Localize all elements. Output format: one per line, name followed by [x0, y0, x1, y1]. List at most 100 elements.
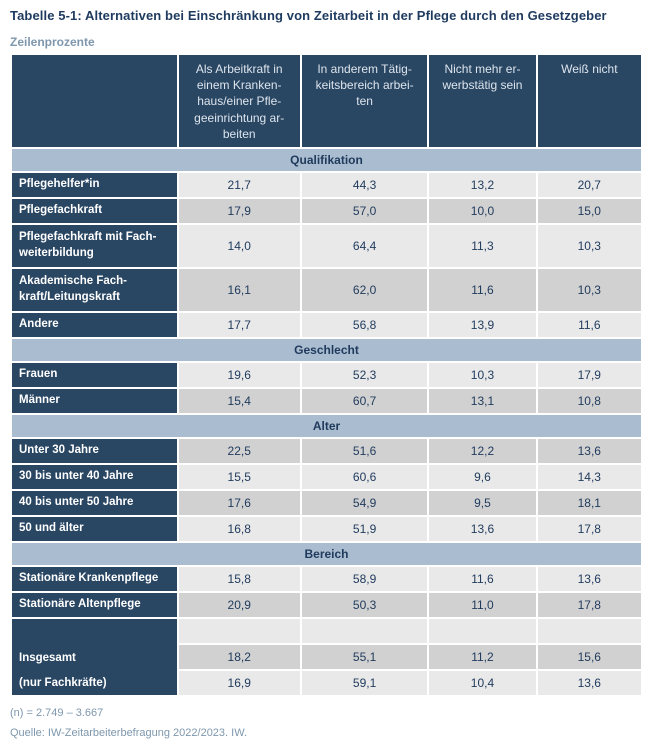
value-cell: 15,4: [178, 389, 300, 413]
table-row-maenner: Männer 15,4 60,7 13,1 10,8: [12, 389, 641, 413]
value-cell: 13,1: [429, 389, 536, 413]
value-cell: 17,9: [537, 363, 641, 387]
row-label: Insgesamt: [19, 652, 76, 664]
value-cell: 11,3: [429, 225, 536, 267]
table-row-fachweiterbildung: Pflegefachkraft mit Fach- weiterbildung …: [12, 225, 641, 267]
row-label: Akademische Fach- kraft/Leitungskraft: [12, 269, 177, 311]
value-cell: 60,7: [301, 389, 428, 413]
table-title: Tabelle 5-1: Alternativen bei Einschränk…: [10, 8, 607, 23]
value-cell: 52,3: [301, 363, 428, 387]
table-row-50-aelter: 50 und älter 16,8 51,9 13,6 17,8: [12, 517, 641, 541]
value-cell: [301, 619, 428, 643]
value-cell: 57,0: [301, 199, 428, 223]
value-cell: 17,7: [178, 313, 300, 337]
value-cell: 11,6: [429, 269, 536, 311]
value-cell: [429, 619, 536, 643]
value-cell: 13,6: [429, 517, 536, 541]
footnote-n: (n) = 2.749 – 3.667: [10, 707, 104, 719]
section-label: Bereich: [12, 543, 641, 565]
row-label: Stationäre Altenpflege: [12, 593, 177, 617]
row-label: Pflegefachkraft mit Fach- weiterbildung: [12, 225, 177, 267]
table-row-nur-fachkraefte: 16,9 59,1 10,4 13,6: [12, 671, 641, 695]
value-cell: 51,9: [301, 517, 428, 541]
value-cell: 56,8: [301, 313, 428, 337]
table-row-pflegehelfer: Pflegehelfer*in 21,7 44,3 13,2 20,7: [12, 173, 641, 197]
value-cell: 20,7: [537, 173, 641, 197]
table-row-insgesamt: 18,2 55,1 11,2 15,6: [12, 645, 641, 669]
value-cell: 17,8: [537, 517, 641, 541]
row-label: 50 und älter: [12, 517, 177, 541]
value-cell: 10,3: [537, 225, 641, 267]
value-cell: 62,0: [301, 269, 428, 311]
table-row-krankenpflege: Stationäre Krankenpflege 15,8 58,9 11,6 …: [12, 567, 641, 591]
section-label: Geschlecht: [12, 339, 641, 361]
value-cell: 15,5: [178, 465, 300, 489]
table-row-unter-30: Unter 30 Jahre 22,5 51,6 12,2 13,6: [12, 439, 641, 463]
value-cell: 16,1: [178, 269, 300, 311]
value-cell: 17,8: [537, 593, 641, 617]
value-cell: 20,9: [178, 593, 300, 617]
value-cell: 22,5: [178, 439, 300, 463]
value-cell: 13,2: [429, 173, 536, 197]
value-cell: 9,6: [429, 465, 536, 489]
row-label: Stationäre Krankenpflege: [12, 567, 177, 591]
header-cell-nicht-erwerbstaetig: Nicht mehr er- werbstätig sein: [429, 55, 536, 147]
value-cell: 9,5: [429, 491, 536, 515]
header-cell-weiss-nicht: Weiß nicht: [537, 55, 641, 147]
row-label: Pflegehelfer*in: [12, 173, 177, 197]
header-row: Als Arbeitkraft in einem Kranken- haus/e…: [12, 55, 641, 147]
section-row-geschlecht: Geschlecht: [12, 339, 641, 361]
table-subtitle: Zeilenprozente: [10, 35, 95, 49]
value-cell: 11,6: [537, 313, 641, 337]
value-cell: 10,3: [429, 363, 536, 387]
value-cell: 59,1: [301, 671, 428, 695]
value-cell: 15,8: [178, 567, 300, 591]
value-cell: 11,6: [429, 567, 536, 591]
value-cell: 16,8: [178, 517, 300, 541]
value-cell: 10,3: [537, 269, 641, 311]
totals-label-block: Insgesamt (nur Fachkräfte): [12, 619, 177, 695]
row-label: (nur Fachkräfte): [19, 677, 107, 689]
value-cell: 44,3: [301, 173, 428, 197]
value-cell: 15,0: [537, 199, 641, 223]
row-label: Frauen: [12, 363, 177, 387]
value-cell: 14,0: [178, 225, 300, 267]
value-cell: 51,6: [301, 439, 428, 463]
table-row-akademische: Akademische Fach- kraft/Leitungskraft 16…: [12, 269, 641, 311]
value-cell: 13,6: [537, 567, 641, 591]
value-cell: 10,0: [429, 199, 536, 223]
value-cell: 60,6: [301, 465, 428, 489]
row-label: [12, 619, 177, 645]
row-label: Andere: [12, 313, 177, 337]
value-cell: 13,6: [537, 439, 641, 463]
section-row-alter: Alter: [12, 415, 641, 437]
value-cell: 54,9: [301, 491, 428, 515]
value-cell: [537, 619, 641, 643]
table-row-frauen: Frauen 19,6 52,3 10,3 17,9: [12, 363, 641, 387]
header-cell-taetigkeitsbereich: In anderem Tätig- keitsbereich arbei- te…: [301, 55, 428, 147]
value-cell: 16,9: [178, 671, 300, 695]
table-row-andere: Andere 17,7 56,8 13,9 11,6: [12, 313, 641, 337]
value-cell: 13,6: [537, 671, 641, 695]
section-label: Alter: [12, 415, 641, 437]
value-cell: 10,8: [537, 389, 641, 413]
value-cell: [178, 619, 300, 643]
table-row-spacer: Insgesamt (nur Fachkräfte): [12, 619, 641, 695]
value-cell: 18,2: [178, 645, 300, 669]
header-cell-krankenhaus: Als Arbeitkraft in einem Kranken- haus/e…: [178, 55, 300, 147]
row-label: Männer: [12, 389, 177, 413]
value-cell: 14,3: [537, 465, 641, 489]
alternatives-table: Als Arbeitkraft in einem Kranken- haus/e…: [10, 53, 643, 697]
value-cell: 11,2: [429, 645, 536, 669]
section-row-bereich: Bereich: [12, 543, 641, 565]
value-cell: 55,1: [301, 645, 428, 669]
value-cell: 15,6: [537, 645, 641, 669]
value-cell: 64,4: [301, 225, 428, 267]
section-row-qualifikation: Qualifikation: [12, 149, 641, 171]
value-cell: 58,9: [301, 567, 428, 591]
section-label: Qualifikation: [12, 149, 641, 171]
value-cell: 13,9: [429, 313, 536, 337]
footnote-source: Quelle: IW-Zeitarbeiterbefragung 2022/20…: [10, 727, 248, 740]
value-cell: 19,6: [178, 363, 300, 387]
